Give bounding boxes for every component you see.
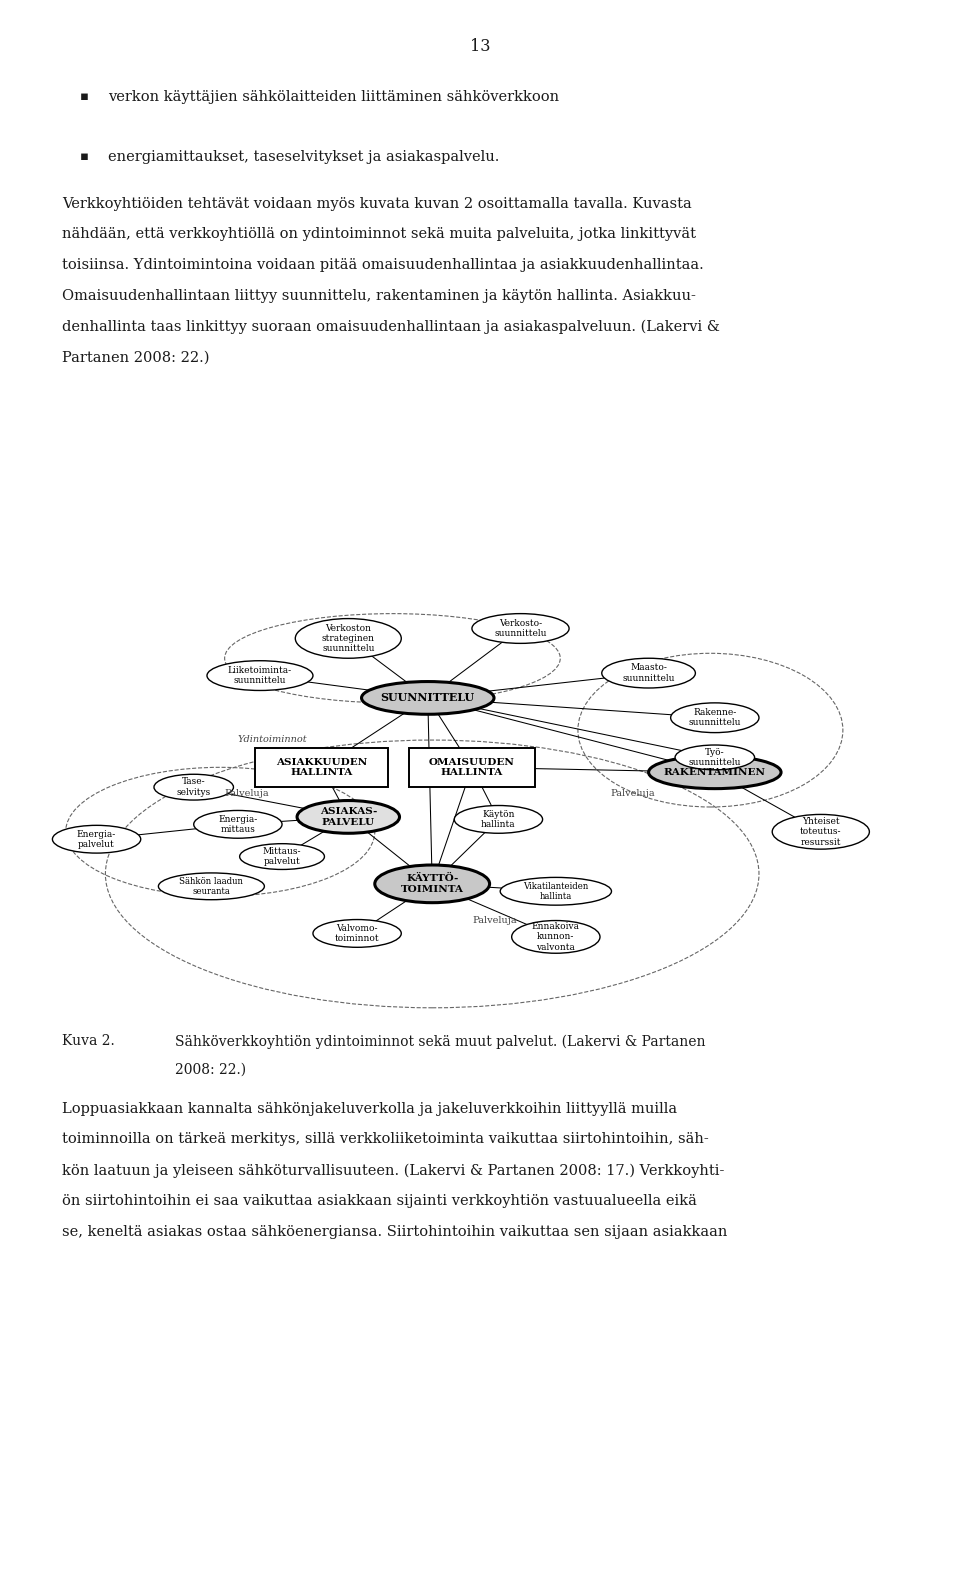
Ellipse shape [194, 811, 282, 839]
Ellipse shape [158, 874, 264, 900]
Text: ASIAKKUUDEN
HALLINTA: ASIAKKUUDEN HALLINTA [276, 757, 368, 778]
Text: RAKENTAMINEN: RAKENTAMINEN [663, 768, 766, 778]
Text: Verkoston
strateginen
suunnittelu: Verkoston strateginen suunnittelu [322, 623, 374, 653]
Ellipse shape [313, 919, 401, 948]
Text: 2008: 22.): 2008: 22.) [175, 1062, 246, 1077]
Ellipse shape [362, 682, 494, 715]
Ellipse shape [512, 921, 600, 954]
Ellipse shape [374, 866, 490, 902]
Text: Verkosto-
suunnittelu: Verkosto- suunnittelu [494, 619, 547, 637]
Ellipse shape [649, 756, 781, 789]
Text: Palveluja: Palveluja [225, 789, 269, 798]
Text: Partanen 2008: 22.): Partanen 2008: 22.) [62, 351, 210, 364]
Text: energiamittaukset, taseselvitykset ja asiakaspalvelu.: energiamittaukset, taseselvitykset ja as… [108, 150, 500, 164]
Text: Energia-
mittaus: Energia- mittaus [218, 815, 257, 834]
Ellipse shape [772, 814, 870, 848]
Ellipse shape [154, 774, 233, 800]
Text: denhallinta taas linkittyy suoraan omaisuudenhallintaan ja asiakaspalveluun. (La: denhallinta taas linkittyy suoraan omais… [62, 320, 720, 334]
Ellipse shape [671, 704, 759, 732]
Text: Vikatilanteiden
hallinta: Vikatilanteiden hallinta [523, 881, 588, 900]
Ellipse shape [53, 825, 141, 853]
Text: ASIAKAS-
PALVELU: ASIAKAS- PALVELU [320, 807, 377, 826]
Text: KÄYTTÖ-
TOIMINTA: KÄYTTÖ- TOIMINTA [400, 874, 464, 894]
Text: nähdään, että verkkoyhtiöllä on ydintoiminnot sekä muita palveluita, jotka linki: nähdään, että verkkoyhtiöllä on ydintoim… [62, 227, 696, 241]
Ellipse shape [454, 806, 542, 833]
Ellipse shape [297, 801, 399, 833]
Ellipse shape [602, 658, 695, 688]
Text: Rakenne-
suunnittelu: Rakenne- suunnittelu [688, 708, 741, 727]
Text: Mittaus-
palvelut: Mittaus- palvelut [263, 847, 301, 866]
Text: Tase-
selvitys: Tase- selvitys [177, 778, 211, 796]
Text: Palveluja: Palveluja [611, 789, 656, 798]
Ellipse shape [207, 661, 313, 691]
Text: Maasto-
suunnittelu: Maasto- suunnittelu [622, 663, 675, 683]
Text: Loppuasiakkaan kannalta sähkönjakeluverkolla ja jakeluverkkoihin liittyyllä muil: Loppuasiakkaan kannalta sähkönjakeluverk… [62, 1102, 678, 1116]
Text: Valvomo-
toiminnot: Valvomo- toiminnot [335, 924, 379, 943]
Text: Yhteiset
toteutus-
resurssit: Yhteiset toteutus- resurssit [800, 817, 842, 847]
Text: Ennakoiva
kunnon-
valvonta: Ennakoiva kunnon- valvonta [532, 922, 580, 952]
Text: 13: 13 [469, 38, 491, 55]
Text: Työ-
suunnittelu: Työ- suunnittelu [688, 748, 741, 767]
Text: Sähkön laadun
seuranta: Sähkön laadun seuranta [180, 877, 243, 896]
Text: Energia-
palvelut: Energia- palvelut [77, 829, 116, 848]
Text: toisiinsa. Ydintoimintoina voidaan pitää omaisuudenhallintaa ja asiakkuudenhalli: toisiinsa. Ydintoimintoina voidaan pitää… [62, 258, 704, 272]
Text: toiminnoilla on tärkeä merkitys, sillä verkkoliiketoiminta vaikuttaa siirtohinto: toiminnoilla on tärkeä merkitys, sillä v… [62, 1133, 709, 1146]
Text: ▪: ▪ [80, 150, 89, 162]
Text: Verkkoyhtiöiden tehtävät voidaan myös kuvata kuvan 2 osoittamalla tavalla. Kuvas: Verkkoyhtiöiden tehtävät voidaan myös ku… [62, 197, 692, 211]
Text: Palveluja: Palveluja [472, 916, 516, 924]
Text: Kuva 2.: Kuva 2. [62, 1034, 115, 1048]
Ellipse shape [472, 614, 569, 644]
Ellipse shape [240, 844, 324, 869]
Text: kön laatuun ja yleiseen sähköturvallisuuteen. (Lakervi & Partanen 2008: 17.) Ver: kön laatuun ja yleiseen sähköturvallisuu… [62, 1163, 725, 1177]
Text: ▪: ▪ [80, 90, 89, 102]
Ellipse shape [500, 877, 612, 905]
Ellipse shape [296, 619, 401, 658]
Text: ön siirtohintoihin ei saa vaikuttaa asiakkaan sijainti verkkoyhtiön vastuualueel: ön siirtohintoihin ei saa vaikuttaa asia… [62, 1193, 697, 1207]
Text: OMAISUUDEN
HALLINTA: OMAISUUDEN HALLINTA [429, 757, 515, 778]
Text: verkon käyttäjien sähkölaitteiden liittäminen sähköverkkoon: verkon käyttäjien sähkölaitteiden liittä… [108, 90, 560, 104]
Text: se, keneltä asiakas ostaa sähköenergiansa. Siirtohintoihin vaikuttaa sen sijaan : se, keneltä asiakas ostaa sähköenergians… [62, 1225, 728, 1239]
FancyBboxPatch shape [409, 748, 535, 787]
Ellipse shape [675, 745, 755, 770]
FancyBboxPatch shape [255, 748, 388, 787]
Text: Ydintoiminnot: Ydintoiminnot [238, 735, 307, 745]
Text: Liiketoiminta-
suunnittelu: Liiketoiminta- suunnittelu [228, 666, 292, 685]
Text: Sähköverkkoyhtiön ydintoiminnot sekä muut palvelut. (Lakervi & Partanen: Sähköverkkoyhtiön ydintoiminnot sekä muu… [175, 1034, 706, 1048]
Text: SUUNNITTELU: SUUNNITTELU [381, 693, 475, 704]
Text: Omaisuudenhallintaan liittyy suunnittelu, rakentaminen ja käytön hallinta. Asiak: Omaisuudenhallintaan liittyy suunnittelu… [62, 288, 696, 302]
Text: Käytön
hallinta: Käytön hallinta [481, 809, 516, 829]
